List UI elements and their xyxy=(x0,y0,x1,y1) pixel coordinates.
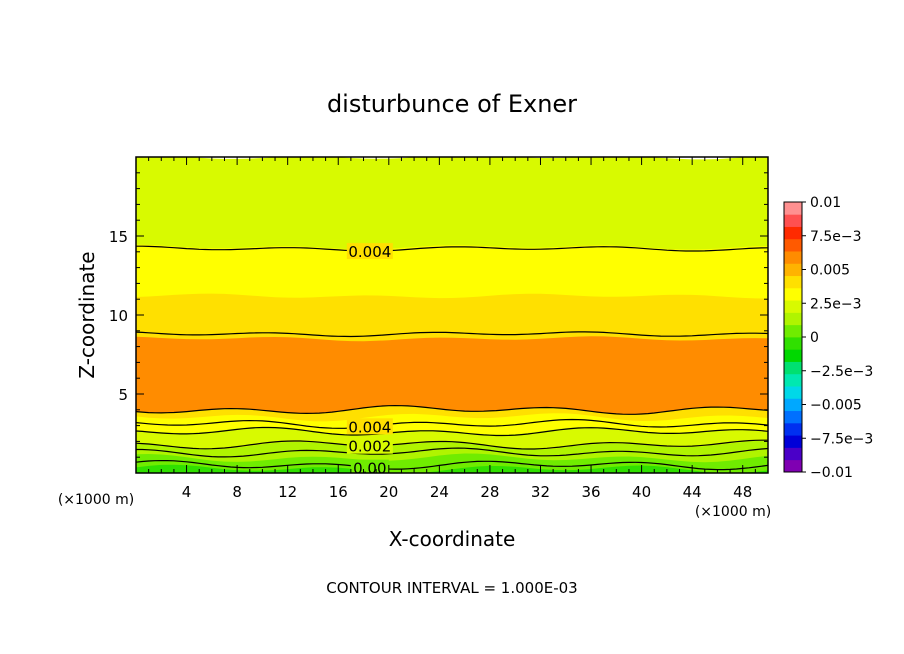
contour-label-bg xyxy=(346,243,393,260)
contour-line xyxy=(136,331,768,338)
x-axis-label: X-coordinate xyxy=(389,527,516,551)
contour-line xyxy=(136,439,768,450)
x-tick-label: 28 xyxy=(480,483,499,501)
colorbar-swatch xyxy=(784,410,802,424)
colorbar-label: −0.01 xyxy=(810,465,853,481)
contour-label: 0.004 xyxy=(348,418,391,436)
contour-label-bg xyxy=(346,418,393,435)
y-tick-label: 5 xyxy=(118,386,128,404)
x-tick-label: 32 xyxy=(531,483,550,501)
contour-interval-footer: CONTOUR INTERVAL = 1.000E-03 xyxy=(326,579,577,597)
x-tick-label: 20 xyxy=(379,483,398,501)
y-unit-label: (×1000 m) xyxy=(58,492,134,508)
colorbar-swatch xyxy=(784,251,802,264)
contour-label-bg xyxy=(350,459,389,473)
x-tick-label: 12 xyxy=(278,483,297,501)
colorbar-swatch xyxy=(784,337,802,350)
contour-line xyxy=(136,245,768,252)
colorbar-swatch xyxy=(784,435,802,448)
contour-label: 0.004 xyxy=(348,243,391,261)
colorbar-label: 0 xyxy=(810,330,819,346)
x-tick-label: 44 xyxy=(683,483,702,501)
colorbar-label: −7.5e−3 xyxy=(810,431,873,447)
contour-line xyxy=(136,460,768,471)
contour-band xyxy=(136,464,768,473)
contour-fills: 0.00 0.002 0.004 0.004 xyxy=(136,157,768,478)
colorbar-label: 7.5e−3 xyxy=(810,229,862,245)
colorbar: 0.01 7.5e−3 0.005 2.5e−3 0 −2.5e−3 −0.005 −7.5e… xyxy=(783,195,873,481)
colorbar-label: −2.5e−3 xyxy=(810,364,873,380)
colorbar-swatch xyxy=(784,263,802,277)
chart-title: disturbunce of Exner xyxy=(327,90,577,118)
contour-label: 0.002 xyxy=(348,438,391,456)
colorbar-swatch xyxy=(784,459,802,473)
x-tick-label: 8 xyxy=(232,483,242,501)
colorbar-swatch xyxy=(784,361,802,375)
colorbar-swatch xyxy=(784,422,802,436)
colorbar-swatch xyxy=(784,214,802,227)
colorbar-label: 0.01 xyxy=(810,195,841,211)
colorbar-swatch xyxy=(784,226,802,240)
colorbar-swatch xyxy=(784,324,802,338)
colorbar-label: 2.5e−3 xyxy=(810,296,862,312)
colorbar-swatch xyxy=(784,349,802,362)
colorbar-swatch xyxy=(784,287,802,301)
x-tick-label: 24 xyxy=(430,483,449,501)
contour-line xyxy=(136,447,768,458)
colorbar-swatch xyxy=(784,447,802,461)
x-tick-label: 48 xyxy=(733,483,752,501)
colorbar-swatch xyxy=(784,373,802,387)
contour-line xyxy=(136,418,768,429)
x-tick-label: 4 xyxy=(182,483,192,501)
x-tick-label: 36 xyxy=(581,483,600,501)
colorbar-swatch xyxy=(784,300,802,313)
colorbar-label: −0.005 xyxy=(810,398,862,414)
contour-label: 0.00 xyxy=(353,460,386,478)
y-tick-label: 15 xyxy=(109,228,128,246)
x-tick-label: 40 xyxy=(632,483,651,501)
colorbar-swatch xyxy=(784,386,802,399)
colorbar-label: 0.005 xyxy=(810,263,850,279)
colorbar-swatch xyxy=(784,275,802,289)
colorbar-swatch xyxy=(784,238,802,252)
contour-line xyxy=(136,426,768,437)
y-tick-label: 10 xyxy=(109,307,128,325)
contour-label-bg xyxy=(346,437,393,454)
colorbar-swatch xyxy=(784,398,802,412)
contour-line xyxy=(136,404,768,415)
x-tick-label: 16 xyxy=(329,483,348,501)
x-unit-label: (×1000 m) xyxy=(695,504,771,520)
colorbar-swatch xyxy=(784,312,802,326)
colorbar-swatch xyxy=(784,202,802,215)
y-axis-label: Z-coordinate xyxy=(75,251,99,378)
